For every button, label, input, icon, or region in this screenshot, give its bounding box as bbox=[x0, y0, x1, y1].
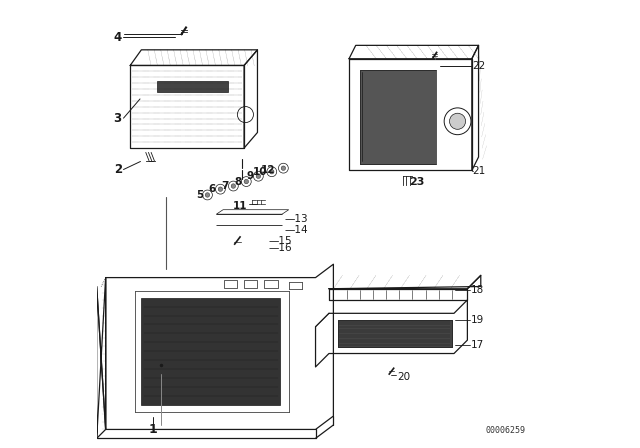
Text: 21: 21 bbox=[473, 166, 486, 177]
Text: 00006259: 00006259 bbox=[485, 426, 525, 435]
Circle shape bbox=[256, 174, 260, 178]
Circle shape bbox=[244, 179, 248, 184]
Circle shape bbox=[253, 171, 263, 181]
Polygon shape bbox=[157, 81, 228, 92]
Circle shape bbox=[216, 184, 225, 194]
Text: 23: 23 bbox=[410, 177, 425, 187]
Text: 1: 1 bbox=[148, 423, 157, 436]
Text: 17: 17 bbox=[470, 340, 484, 349]
Circle shape bbox=[218, 187, 223, 191]
Text: —13: —13 bbox=[284, 214, 308, 224]
Text: 19: 19 bbox=[470, 315, 484, 325]
Text: 9: 9 bbox=[247, 171, 254, 181]
Text: 8: 8 bbox=[235, 177, 242, 186]
Polygon shape bbox=[338, 320, 452, 347]
Text: 22: 22 bbox=[472, 61, 485, 71]
Circle shape bbox=[444, 108, 471, 135]
Text: 3: 3 bbox=[114, 112, 122, 125]
Circle shape bbox=[228, 181, 238, 191]
Circle shape bbox=[267, 167, 276, 177]
Bar bbox=[244, 280, 257, 288]
Bar bbox=[264, 280, 278, 288]
Circle shape bbox=[237, 107, 253, 123]
Text: 18: 18 bbox=[470, 285, 484, 295]
Polygon shape bbox=[141, 297, 280, 405]
Text: —15: —15 bbox=[269, 236, 292, 246]
Text: —16: —16 bbox=[269, 243, 292, 253]
Circle shape bbox=[449, 113, 465, 129]
Circle shape bbox=[278, 163, 288, 173]
Text: 11: 11 bbox=[233, 201, 248, 211]
Circle shape bbox=[202, 190, 212, 200]
Text: 20: 20 bbox=[397, 372, 410, 382]
Bar bbox=[224, 280, 237, 288]
Text: 2: 2 bbox=[114, 163, 122, 176]
Text: —14: —14 bbox=[284, 225, 308, 235]
Text: 4: 4 bbox=[114, 31, 122, 44]
Circle shape bbox=[231, 184, 236, 188]
Circle shape bbox=[281, 166, 285, 170]
Polygon shape bbox=[360, 70, 436, 164]
Polygon shape bbox=[216, 210, 289, 214]
Text: 10: 10 bbox=[253, 167, 268, 177]
Circle shape bbox=[269, 169, 274, 174]
Text: 6: 6 bbox=[209, 184, 216, 194]
Text: 5: 5 bbox=[196, 190, 203, 200]
Circle shape bbox=[241, 177, 252, 186]
Circle shape bbox=[205, 193, 210, 197]
Text: 7: 7 bbox=[221, 181, 229, 191]
Text: 12: 12 bbox=[261, 164, 275, 175]
